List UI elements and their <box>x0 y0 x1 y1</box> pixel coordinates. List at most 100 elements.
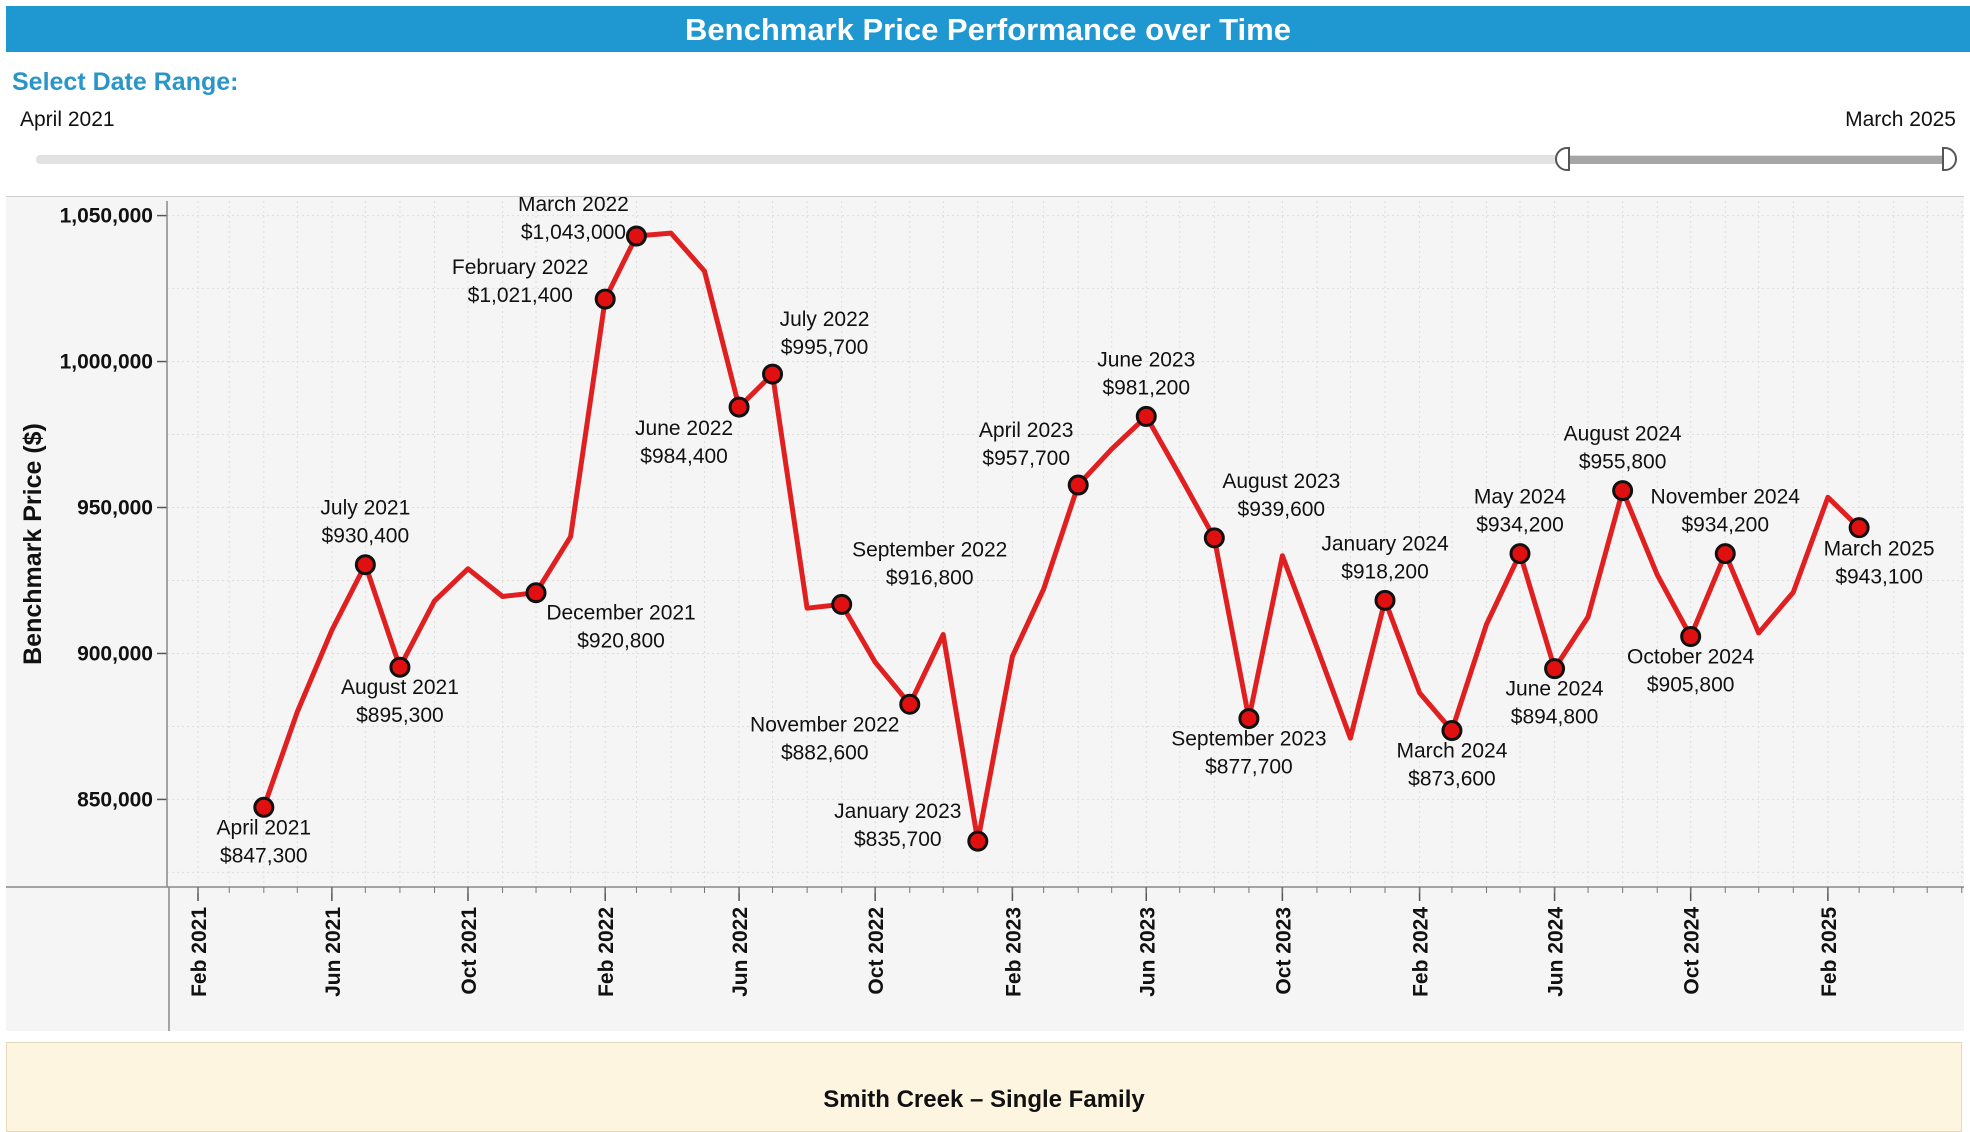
point-label-value: $916,800 <box>886 566 974 589</box>
data-point-marker <box>1544 658 1566 680</box>
x-tick-label: Feb 2022 <box>595 907 618 997</box>
data-point-marker <box>253 796 275 818</box>
y-tick-label: 1,000,000 <box>60 351 153 374</box>
x-tick-label: Jun 2021 <box>322 907 345 997</box>
point-label-value: $1,043,000 <box>521 221 626 244</box>
point-label-value: $930,400 <box>322 525 410 548</box>
x-tick-label: Feb 2023 <box>1002 907 1025 997</box>
data-point-marker <box>525 582 547 604</box>
point-label-month: September 2022 <box>852 538 1007 561</box>
data-point-marker <box>1441 720 1463 742</box>
data-point-marker <box>354 554 376 576</box>
x-tick-label: Jun 2024 <box>1545 907 1568 997</box>
x-tick-label: Feb 2021 <box>188 907 211 997</box>
point-label-value: $894,800 <box>1511 706 1599 729</box>
slider-end-handle[interactable] <box>1942 147 1957 171</box>
range-start-label: April 2021 <box>20 108 115 131</box>
range-end-label: March 2025 <box>1845 108 1956 131</box>
point-label-month: August 2021 <box>341 676 459 699</box>
line-chart: 850,000 900,000 950,000 1,000,000 1,050,000 B… <box>6 197 1964 1031</box>
data-point-marker <box>1067 474 1089 496</box>
point-label-value: $934,200 <box>1476 514 1564 537</box>
point-label-month: January 2023 <box>834 800 961 823</box>
point-label-value: $877,700 <box>1205 756 1293 779</box>
point-label-month: January 2024 <box>1321 532 1449 555</box>
point-label-month: October 2024 <box>1627 646 1755 669</box>
data-point-marker <box>1203 527 1225 549</box>
point-label-value: $934,200 <box>1681 514 1769 537</box>
data-point-marker <box>1135 405 1157 427</box>
footer-panel: Smith Creek – Single Family <box>6 1042 1962 1132</box>
data-point-marker <box>389 656 411 678</box>
data-point-marker <box>1612 480 1634 502</box>
data-point-marker <box>831 593 853 615</box>
point-label-month: December 2021 <box>546 602 695 625</box>
data-point-marker <box>728 396 750 418</box>
point-label-month: April 2023 <box>979 419 1074 442</box>
slider-start-handle[interactable] <box>1555 147 1570 171</box>
point-label-value: $955,800 <box>1579 451 1667 474</box>
x-tick-label: Oct 2022 <box>865 907 888 995</box>
x-tick-label: Feb 2024 <box>1410 907 1433 997</box>
chart-title-bar: Benchmark Price Performance over Time <box>6 6 1970 52</box>
point-label-value: $981,200 <box>1102 376 1190 399</box>
point-label-month: February 2022 <box>452 256 589 279</box>
point-label-month: June 2023 <box>1097 348 1195 371</box>
data-point-marker <box>1374 589 1396 611</box>
x-tick-label: Oct 2023 <box>1272 907 1295 995</box>
point-label-month: July 2022 <box>780 308 870 331</box>
data-point-marker <box>1848 517 1870 539</box>
point-label-month: November 2022 <box>750 713 899 736</box>
date-range-label: Select Date Range: <box>12 68 239 96</box>
data-point-marker <box>594 288 616 310</box>
y-axis-title: Benchmark Price ($) <box>19 423 47 665</box>
point-label-month: March 2022 <box>518 197 629 216</box>
x-tick-label: Oct 2024 <box>1681 907 1704 995</box>
x-tick-label: Jun 2023 <box>1136 907 1159 997</box>
point-label-value: $905,800 <box>1647 674 1735 697</box>
point-label-value: $1,021,400 <box>468 284 573 307</box>
point-label-month: August 2023 <box>1222 470 1340 493</box>
y-tick-label: 950,000 <box>77 497 153 520</box>
point-label-month: August 2024 <box>1564 423 1682 446</box>
date-range-slider-track[interactable] <box>36 155 1950 164</box>
price-series-line <box>261 230 1862 844</box>
data-point-marker <box>1680 626 1702 648</box>
point-label-month: November 2024 <box>1651 486 1801 509</box>
data-point-marker <box>967 830 989 852</box>
point-label-month: May 2024 <box>1474 486 1567 509</box>
data-point-marker <box>1714 543 1736 565</box>
point-label-value: $995,700 <box>781 336 869 359</box>
data-point-marker <box>1238 708 1260 730</box>
point-label-value: $943,100 <box>1835 566 1923 589</box>
x-tick-label: Jun 2022 <box>729 907 752 997</box>
point-label-value: $847,300 <box>220 844 308 867</box>
page-title: Benchmark Price Performance over Time <box>685 12 1291 47</box>
point-label-month: July 2021 <box>320 497 410 520</box>
point-label-value: $835,700 <box>854 828 942 851</box>
point-label-month: April 2021 <box>217 816 312 839</box>
point-label-value: $873,600 <box>1408 768 1496 791</box>
y-tick-label: 1,050,000 <box>60 205 153 228</box>
point-label-value: $920,800 <box>577 630 665 653</box>
point-label-month: September 2023 <box>1171 728 1326 751</box>
point-label-value: $895,300 <box>356 704 444 727</box>
date-range-slider-selection[interactable] <box>1563 156 1949 164</box>
point-label-month: March 2025 <box>1824 538 1935 561</box>
data-point-marker <box>625 225 647 247</box>
point-label-value: $882,600 <box>781 741 869 764</box>
point-label-value: $939,600 <box>1238 498 1326 521</box>
chart-panel: 850,000 900,000 950,000 1,000,000 1,050,000 B… <box>6 196 1964 1031</box>
point-label-month: June 2024 <box>1506 678 1604 701</box>
x-tick-label: Feb 2025 <box>1818 907 1841 997</box>
y-tick-label: 850,000 <box>77 788 153 811</box>
point-label-value: $984,400 <box>640 445 728 468</box>
y-tick-label: 900,000 <box>77 642 153 665</box>
x-tick-label: Oct 2021 <box>458 907 481 995</box>
point-label-month: June 2022 <box>635 417 733 440</box>
point-label-value: $918,200 <box>1341 560 1429 583</box>
footer-title: Smith Creek – Single Family <box>823 1086 1145 1113</box>
data-point-marker <box>899 693 921 715</box>
data-point-marker <box>1509 543 1531 565</box>
point-label-value: $957,700 <box>982 447 1070 470</box>
